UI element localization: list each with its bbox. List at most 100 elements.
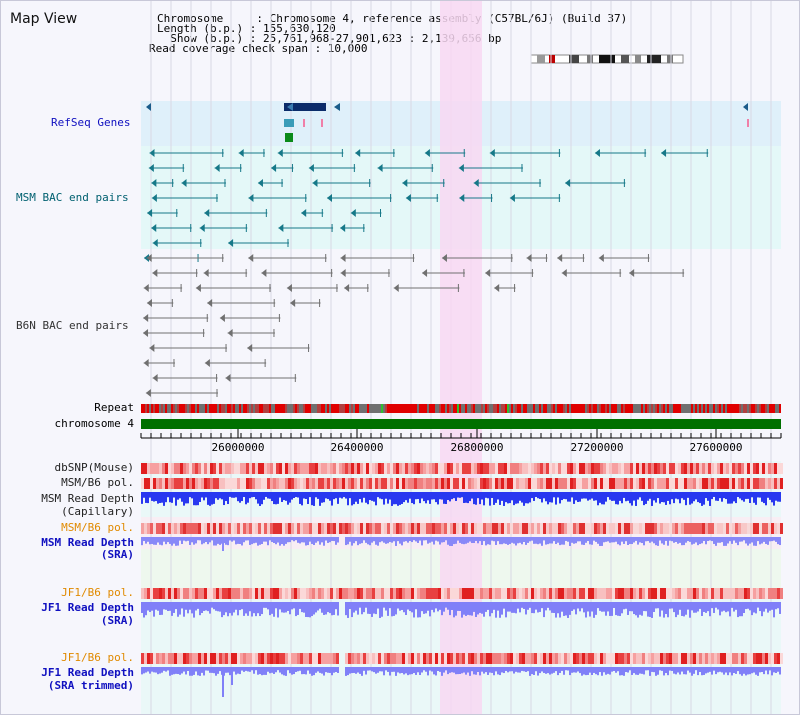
pol-heat-cell	[471, 478, 474, 489]
depth-bar	[743, 602, 745, 613]
depth-bar	[639, 492, 641, 498]
depth-bar	[753, 667, 755, 673]
depth-bar	[149, 537, 151, 545]
depth-bar	[491, 492, 493, 499]
depth-bar	[147, 667, 149, 672]
depth-bar	[203, 492, 205, 501]
track-label-b6n-bac[interactable]: B6N BAC end pairs	[16, 319, 129, 332]
pol-heat-cell	[420, 653, 423, 664]
msm-bac-pair-end	[405, 194, 411, 202]
pol-heat-cell	[774, 588, 777, 599]
pol-heat-cell	[252, 588, 255, 599]
depth-bar	[661, 602, 663, 611]
depth-bar	[771, 667, 773, 676]
depth-bar	[419, 537, 421, 541]
track-label-refseq[interactable]: RefSeq Genes	[51, 116, 131, 129]
repeat-segment	[485, 404, 487, 413]
depth-bar	[521, 492, 523, 503]
b6n-bac-pair-end	[393, 284, 399, 292]
depth-bar	[603, 602, 605, 612]
depth-bar	[483, 492, 485, 506]
pol-heat-cell	[678, 478, 681, 489]
repeat-segment	[369, 404, 371, 413]
pol-heat-cell	[393, 523, 396, 534]
depth-bar	[261, 492, 263, 505]
pol-heat-cell	[174, 478, 177, 489]
depth-bar	[427, 602, 429, 611]
depth-bar	[447, 537, 449, 545]
depth-bar	[651, 602, 653, 618]
pol-heat-cell	[420, 463, 423, 474]
repeat-segment	[617, 404, 619, 413]
track-label-msm-bac[interactable]: MSM BAC end pairs	[16, 191, 129, 204]
depth-bar	[419, 602, 421, 618]
pol-heat-cell	[561, 523, 564, 534]
pol-heat-cell	[600, 463, 603, 474]
depth-bar	[231, 492, 233, 498]
depth-bar	[575, 667, 577, 673]
depth-bar	[433, 537, 435, 545]
depth-bar	[281, 667, 283, 675]
pol-heat-cell	[768, 588, 771, 599]
depth-bar	[409, 492, 411, 499]
depth-bar	[167, 602, 169, 612]
depth-bar	[463, 537, 465, 545]
depth-bar	[345, 602, 347, 616]
depth-bar	[657, 537, 659, 546]
pol-heat-cell	[438, 653, 441, 664]
pol-heat-cell	[453, 478, 456, 489]
b6n-bac-pair-end	[146, 254, 152, 262]
depth-bar	[465, 492, 467, 503]
pol-heat-cell	[729, 478, 732, 489]
depth-bar	[383, 492, 385, 505]
pol-heat-cell	[693, 653, 696, 664]
track-label-msm-depth-cap: MSM Read Depth	[41, 492, 134, 505]
depth-bar	[659, 537, 661, 541]
pol-heat-cell	[744, 463, 747, 474]
refseq-gene-mark	[321, 119, 323, 127]
depth-bar	[529, 537, 531, 542]
depth-bar	[295, 667, 297, 672]
depth-bar	[763, 667, 765, 675]
depth-bar	[361, 602, 363, 615]
pol-heat-cell	[726, 463, 729, 474]
repeat-segment	[295, 404, 297, 413]
pol-heat-cell	[210, 523, 213, 534]
depth-bar	[553, 537, 555, 542]
depth-bar	[437, 667, 439, 672]
depth-bar	[641, 667, 643, 674]
pol-heat-cell	[321, 523, 324, 534]
repeat-segment	[495, 404, 497, 413]
pol-heat-cell	[480, 463, 483, 474]
pol-heat-cell	[459, 478, 462, 489]
pol-heat-cell	[465, 588, 468, 599]
depth-bar	[287, 667, 289, 671]
pol-heat-cell	[765, 523, 768, 534]
depth-bar	[405, 537, 407, 542]
msm-bac-pair-end	[489, 149, 495, 157]
depth-bar	[703, 492, 705, 505]
chromosome-ideogram[interactable]	[529, 53, 689, 65]
depth-bar	[525, 667, 527, 672]
repeat-segment	[159, 404, 161, 413]
depth-bar	[483, 667, 485, 674]
depth-bar	[635, 492, 637, 506]
pol-heat-cell	[408, 463, 411, 474]
depth-bar	[593, 667, 595, 673]
pol-heat-cell	[411, 588, 414, 599]
depth-bar	[697, 492, 699, 503]
pol-heat-cell	[555, 463, 558, 474]
depth-bar	[535, 492, 537, 498]
depth-bar	[573, 537, 575, 544]
depth-bar	[309, 537, 311, 542]
depth-bar	[575, 492, 577, 501]
repeat-segment	[657, 404, 659, 413]
depth-bar	[559, 492, 561, 504]
pol-heat-cell	[534, 478, 537, 489]
depth-bar	[707, 492, 709, 501]
depth-bar	[559, 667, 561, 673]
pol-heat-cell	[486, 463, 489, 474]
pol-heat-cell	[444, 653, 447, 664]
depth-bar	[351, 602, 353, 618]
